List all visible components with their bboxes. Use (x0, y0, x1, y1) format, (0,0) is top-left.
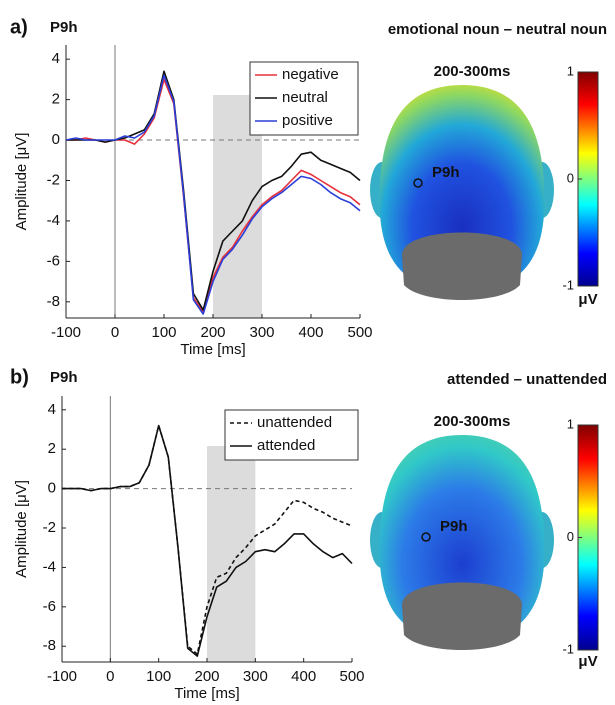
y-tick-label: -8 (47, 293, 60, 310)
shaded-window (207, 446, 256, 662)
x-tick-label: 100 (146, 668, 171, 685)
neck (402, 582, 522, 650)
electrode-marker (421, 532, 431, 542)
y-axis-label: Amplitude [μV] (13, 480, 30, 578)
y-tick-label: 0 (48, 480, 56, 497)
x-tick-label: 200 (200, 324, 225, 341)
electrode-label: P9h (440, 518, 468, 535)
series-line (65, 74, 361, 315)
y-tick-label: 4 (52, 50, 60, 67)
x-tick-label: 500 (347, 324, 372, 341)
topomap-title: 200-300ms (434, 413, 511, 430)
colorbar-tick-label: 1 (567, 416, 574, 431)
electrode-label: P9h (432, 164, 460, 181)
y-tick-label: 0 (52, 131, 60, 148)
y-axis-label: Amplitude [μV] (13, 133, 30, 231)
x-tick-label: 0 (111, 324, 119, 341)
x-tick-label: 500 (339, 668, 364, 685)
series-line (62, 424, 353, 657)
y-tick-label: -8 (43, 637, 56, 654)
x-tick-label: 400 (298, 324, 323, 341)
electrode-marker (413, 178, 423, 188)
y-tick-label: -2 (43, 519, 56, 536)
y-tick-label: -4 (43, 558, 56, 575)
y-tick-label: -2 (47, 171, 60, 188)
colorbar-tick-label: 0 (567, 170, 574, 185)
y-tick-label: -6 (47, 252, 60, 269)
y-tick-label: 4 (48, 401, 56, 418)
channel-label: P9h (50, 19, 78, 36)
contrast-title: emotional noun – neutral noun (388, 21, 607, 38)
y-tick-label: -4 (47, 212, 60, 229)
x-tick-label: -100 (51, 324, 81, 341)
x-tick-label: -100 (47, 668, 77, 685)
channel-label: P9h (50, 369, 78, 386)
y-tick-label: 2 (48, 440, 56, 457)
contrast-title: attended – unattended (447, 371, 607, 388)
legend-label: unattended (257, 414, 332, 431)
x-axis-label: Time [ms] (180, 341, 245, 358)
colorbar-tick-label: -1 (562, 641, 574, 656)
neck (402, 232, 522, 300)
x-tick-label: 100 (151, 324, 176, 341)
y-tick-label: 2 (52, 91, 60, 108)
colorbar-tick-label: -1 (562, 277, 574, 292)
panel-label: b) (10, 366, 29, 388)
legend-label: attended (257, 437, 315, 454)
y-tick-label: -6 (43, 598, 56, 615)
x-tick-label: 300 (249, 324, 274, 341)
topomap-title: 200-300ms (434, 63, 511, 80)
panel-label: a) (10, 16, 28, 38)
series-line (62, 424, 353, 655)
x-tick-label: 300 (243, 668, 268, 685)
legend-label: positive (282, 112, 333, 129)
x-tick-label: 0 (106, 668, 114, 685)
colorbar-label: μV (578, 653, 597, 670)
colorbar-tick-label: 1 (567, 63, 574, 78)
x-axis-label: Time [ms] (174, 685, 239, 702)
x-tick-label: 400 (291, 668, 316, 685)
legend-label: negative (282, 66, 339, 83)
colorbar-label: μV (578, 291, 597, 308)
legend-box (224, 409, 359, 461)
legend-label: neutral (282, 89, 328, 106)
colorbar-tick-label: 0 (567, 529, 574, 544)
x-tick-label: 200 (194, 668, 219, 685)
